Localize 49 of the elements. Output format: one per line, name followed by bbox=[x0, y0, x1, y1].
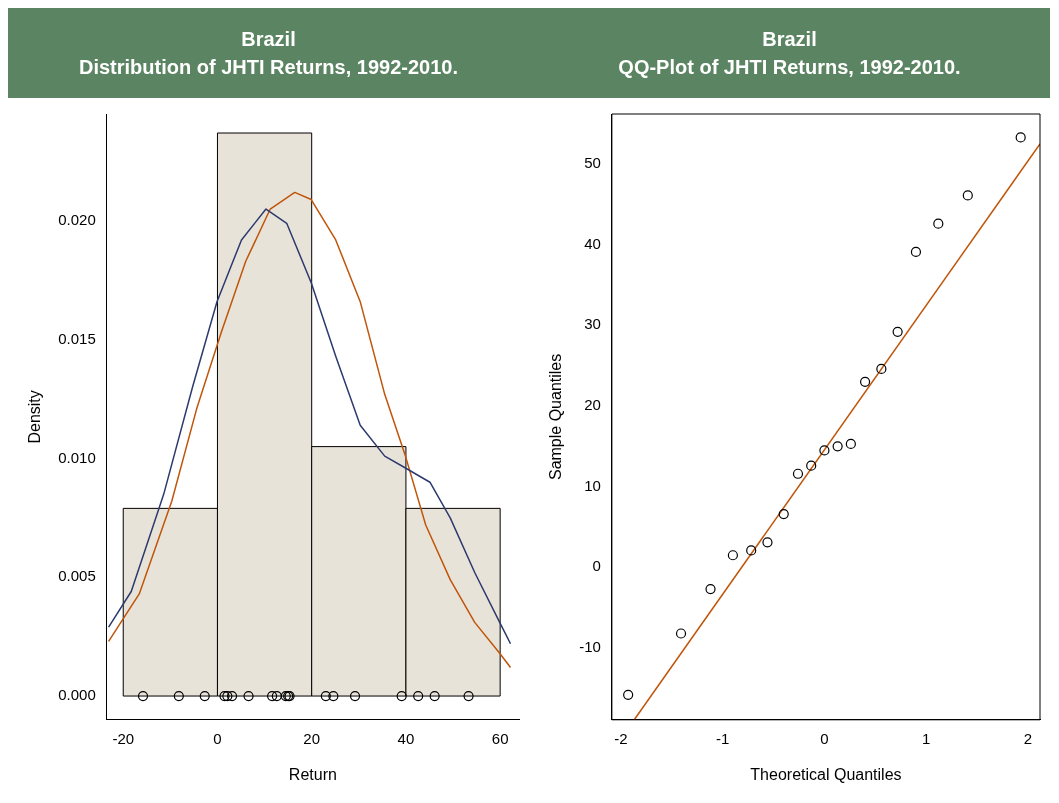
x-axis-title: Return bbox=[288, 765, 337, 783]
x-tick-label: 60 bbox=[491, 729, 509, 747]
chart-title: Brazil bbox=[761, 27, 818, 52]
x-tick-label: -20 bbox=[112, 729, 135, 747]
point bbox=[859, 376, 871, 387]
point bbox=[806, 460, 817, 471]
chart-title: Brazil bbox=[240, 27, 297, 52]
point bbox=[746, 545, 757, 556]
point bbox=[819, 445, 830, 456]
y-tick-label: 0.015 bbox=[58, 329, 96, 347]
point bbox=[910, 246, 922, 258]
y-tick-label: 20 bbox=[584, 396, 601, 414]
point bbox=[623, 689, 634, 700]
x-tick-label: 2 bbox=[1023, 729, 1032, 747]
x-tick-label: 1 bbox=[921, 729, 931, 747]
x-tick-label: 40 bbox=[397, 729, 415, 747]
x-axis-title: Theoretical Quantiles bbox=[750, 765, 902, 783]
point bbox=[892, 326, 903, 337]
point bbox=[1015, 132, 1026, 143]
y-tick-label: 0.010 bbox=[58, 448, 96, 466]
x-tick-label: 0 bbox=[213, 729, 222, 747]
point bbox=[675, 628, 687, 639]
point bbox=[705, 584, 716, 595]
y-axis-title: Density bbox=[26, 390, 44, 444]
y-tick-label: 0.000 bbox=[58, 686, 96, 704]
point bbox=[933, 218, 944, 229]
chart-subtitle: QQ-Plot of JHTI Returns, 1992-2010. bbox=[617, 55, 962, 80]
x-tick-label: -1 bbox=[716, 729, 730, 747]
y-tick-label: 0 bbox=[592, 557, 601, 575]
y-tick-label: 40 bbox=[584, 234, 601, 252]
point bbox=[792, 468, 804, 479]
y-axis-title: Sample Quantiles bbox=[547, 353, 565, 481]
y-tick-label: 0.005 bbox=[58, 567, 96, 585]
point bbox=[727, 550, 738, 561]
y-tick-label: -10 bbox=[579, 638, 601, 656]
x-tick-label: 0 bbox=[820, 729, 829, 747]
y-tick-label: 0.020 bbox=[58, 211, 96, 229]
point bbox=[778, 509, 789, 520]
y-tick-label: 50 bbox=[584, 154, 601, 172]
x-tick-label: -2 bbox=[614, 729, 628, 747]
point bbox=[962, 190, 973, 201]
point bbox=[832, 441, 843, 452]
point bbox=[762, 537, 773, 548]
y-tick-label: 10 bbox=[584, 476, 601, 494]
point bbox=[876, 363, 887, 374]
chart-subtitle: Distribution of JHTI Returns, 1992-2010. bbox=[78, 55, 459, 80]
y-tick-label: 30 bbox=[584, 315, 601, 333]
x-tick-label: 20 bbox=[303, 729, 321, 747]
point bbox=[845, 438, 856, 450]
